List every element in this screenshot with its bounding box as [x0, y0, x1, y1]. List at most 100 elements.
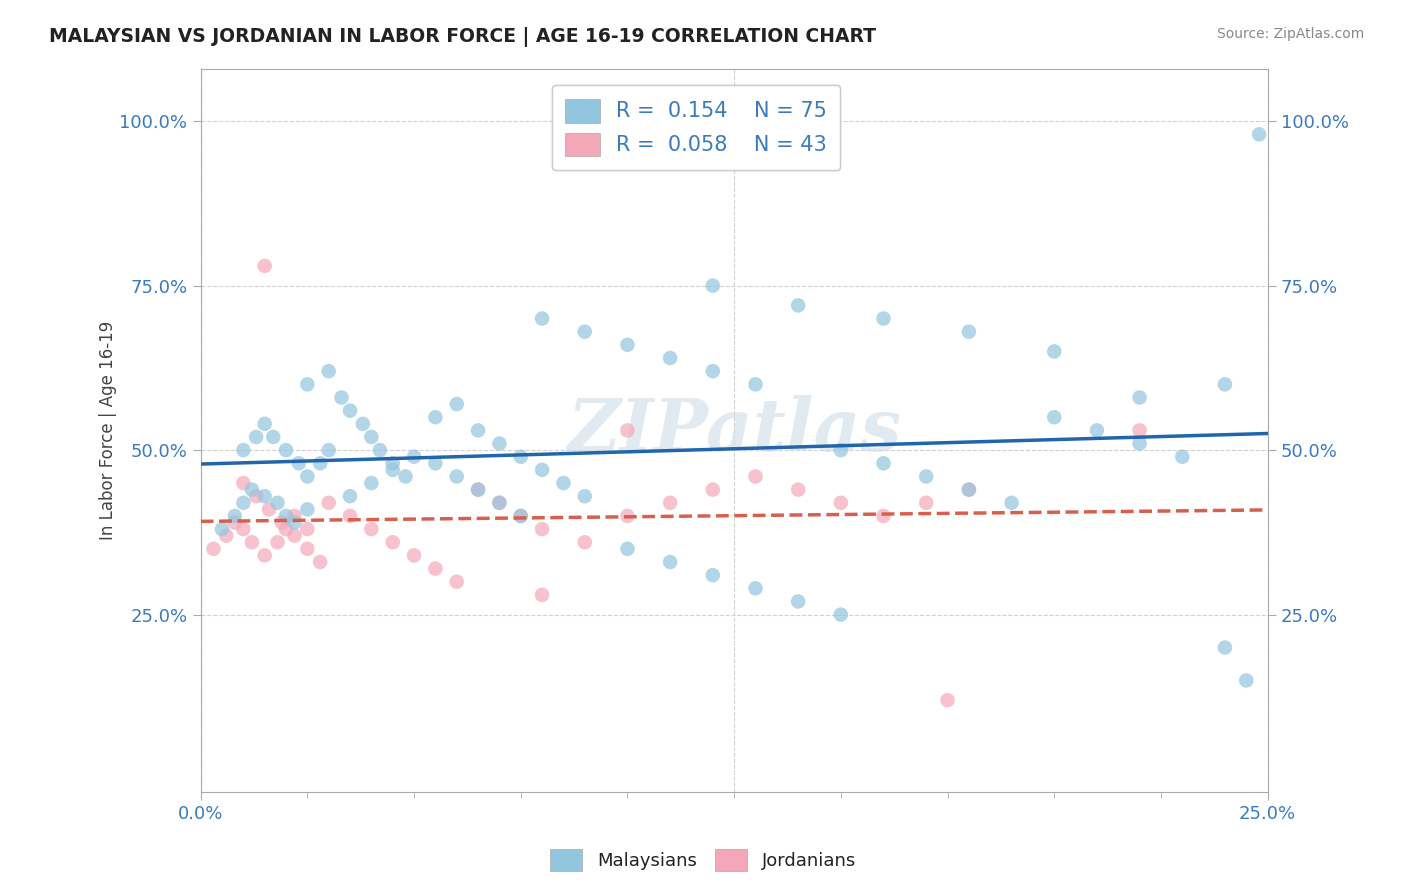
Point [211, 522, 233, 536]
Point [744, 469, 766, 483]
Point [509, 450, 531, 464]
Point [872, 456, 894, 470]
Point [1129, 436, 1152, 450]
Y-axis label: In Labor Force | Age 16-19: In Labor Force | Age 16-19 [100, 321, 117, 540]
Point [744, 582, 766, 596]
Point [360, 522, 382, 536]
Point [425, 456, 447, 470]
Point [266, 535, 288, 549]
Point [509, 508, 531, 523]
Point [330, 391, 353, 405]
Point [215, 529, 238, 543]
Point [262, 430, 284, 444]
Point [284, 529, 307, 543]
Point [467, 483, 489, 497]
Point [616, 338, 638, 352]
Point [872, 508, 894, 523]
Point [467, 424, 489, 438]
Point [202, 541, 225, 556]
Point [232, 476, 254, 491]
Point [297, 502, 319, 516]
Point [381, 535, 404, 549]
Point [936, 693, 959, 707]
Point [659, 496, 682, 510]
Point [574, 325, 596, 339]
Point [787, 483, 810, 497]
Point [257, 502, 280, 516]
Point [352, 417, 374, 431]
Legend: R =  0.154    N = 75, R =  0.058    N = 43: R = 0.154 N = 75, R = 0.058 N = 43 [551, 86, 841, 169]
Point [270, 516, 292, 530]
Point [360, 476, 382, 491]
Point [297, 469, 319, 483]
Point [1234, 673, 1257, 688]
Point [574, 535, 596, 549]
Point [224, 508, 246, 523]
Point [360, 430, 382, 444]
Point [1213, 640, 1236, 655]
Point [425, 561, 447, 575]
Point [402, 450, 425, 464]
Point [744, 377, 766, 392]
Point [245, 430, 267, 444]
Point [509, 508, 531, 523]
Point [702, 568, 724, 582]
Point [616, 424, 638, 438]
Point [957, 325, 980, 339]
Point [274, 443, 297, 458]
Point [274, 508, 297, 523]
Point [224, 516, 246, 530]
Point [425, 410, 447, 425]
Point [531, 463, 554, 477]
Point [702, 364, 724, 378]
Point [232, 443, 254, 458]
Point [368, 443, 391, 458]
Point [1213, 377, 1236, 392]
Point [309, 555, 332, 569]
Point [297, 377, 319, 392]
Point [488, 436, 510, 450]
Point [1171, 450, 1194, 464]
Point [245, 489, 267, 503]
Point [702, 278, 724, 293]
Point [381, 456, 404, 470]
Point [253, 489, 276, 503]
Point [1249, 128, 1271, 142]
Point [402, 549, 425, 563]
Point [266, 496, 288, 510]
Point [659, 555, 682, 569]
Point [446, 469, 468, 483]
Point [309, 456, 332, 470]
Point [830, 607, 852, 622]
Point [318, 443, 340, 458]
Point [1085, 424, 1108, 438]
Point [488, 496, 510, 510]
Point [318, 496, 340, 510]
Point [1129, 424, 1152, 438]
Point [957, 483, 980, 497]
Point [1129, 391, 1152, 405]
Point [467, 483, 489, 497]
Point [232, 522, 254, 536]
Point [915, 469, 938, 483]
Point [284, 508, 307, 523]
Point [787, 594, 810, 608]
Point [488, 496, 510, 510]
Point [274, 522, 297, 536]
Point [830, 496, 852, 510]
Point [787, 298, 810, 312]
Text: ZIPatlas: ZIPatlas [567, 395, 901, 466]
Point [297, 541, 319, 556]
Point [531, 311, 554, 326]
Legend: Malaysians, Jordanians: Malaysians, Jordanians [543, 842, 863, 879]
Point [446, 574, 468, 589]
Point [1000, 496, 1022, 510]
Point [531, 522, 554, 536]
Point [915, 496, 938, 510]
Point [446, 397, 468, 411]
Point [830, 443, 852, 458]
Point [253, 259, 276, 273]
Point [957, 483, 980, 497]
Point [339, 403, 361, 417]
Point [318, 364, 340, 378]
